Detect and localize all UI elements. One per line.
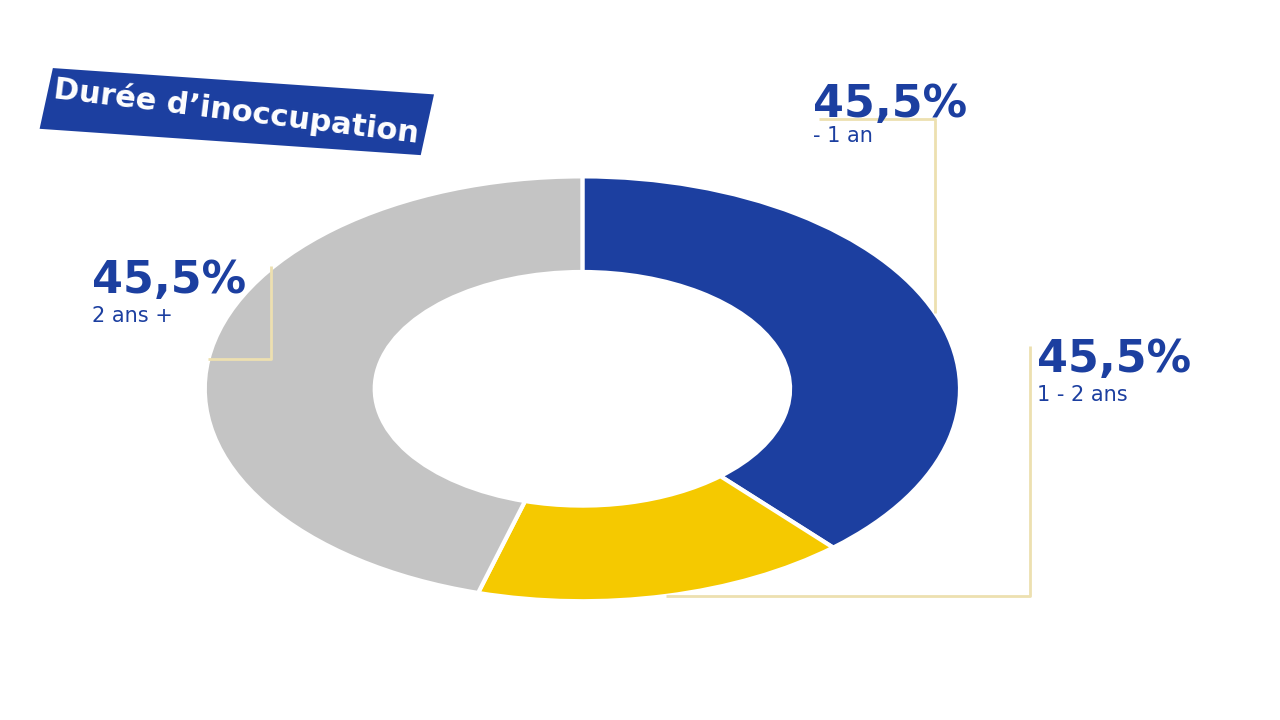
Text: 45,5%: 45,5%	[92, 259, 246, 302]
Wedge shape	[582, 176, 960, 548]
Text: - 1 an: - 1 an	[813, 126, 873, 146]
FancyBboxPatch shape	[40, 68, 434, 155]
Wedge shape	[479, 476, 833, 601]
Text: Durée d’inoccupation: Durée d’inoccupation	[52, 74, 421, 149]
Text: 2 ans +: 2 ans +	[92, 306, 173, 326]
Text: 45,5%: 45,5%	[813, 83, 966, 126]
Text: 45,5%: 45,5%	[1037, 338, 1190, 382]
Wedge shape	[205, 176, 582, 593]
Text: 1 - 2 ans: 1 - 2 ans	[1037, 385, 1128, 405]
